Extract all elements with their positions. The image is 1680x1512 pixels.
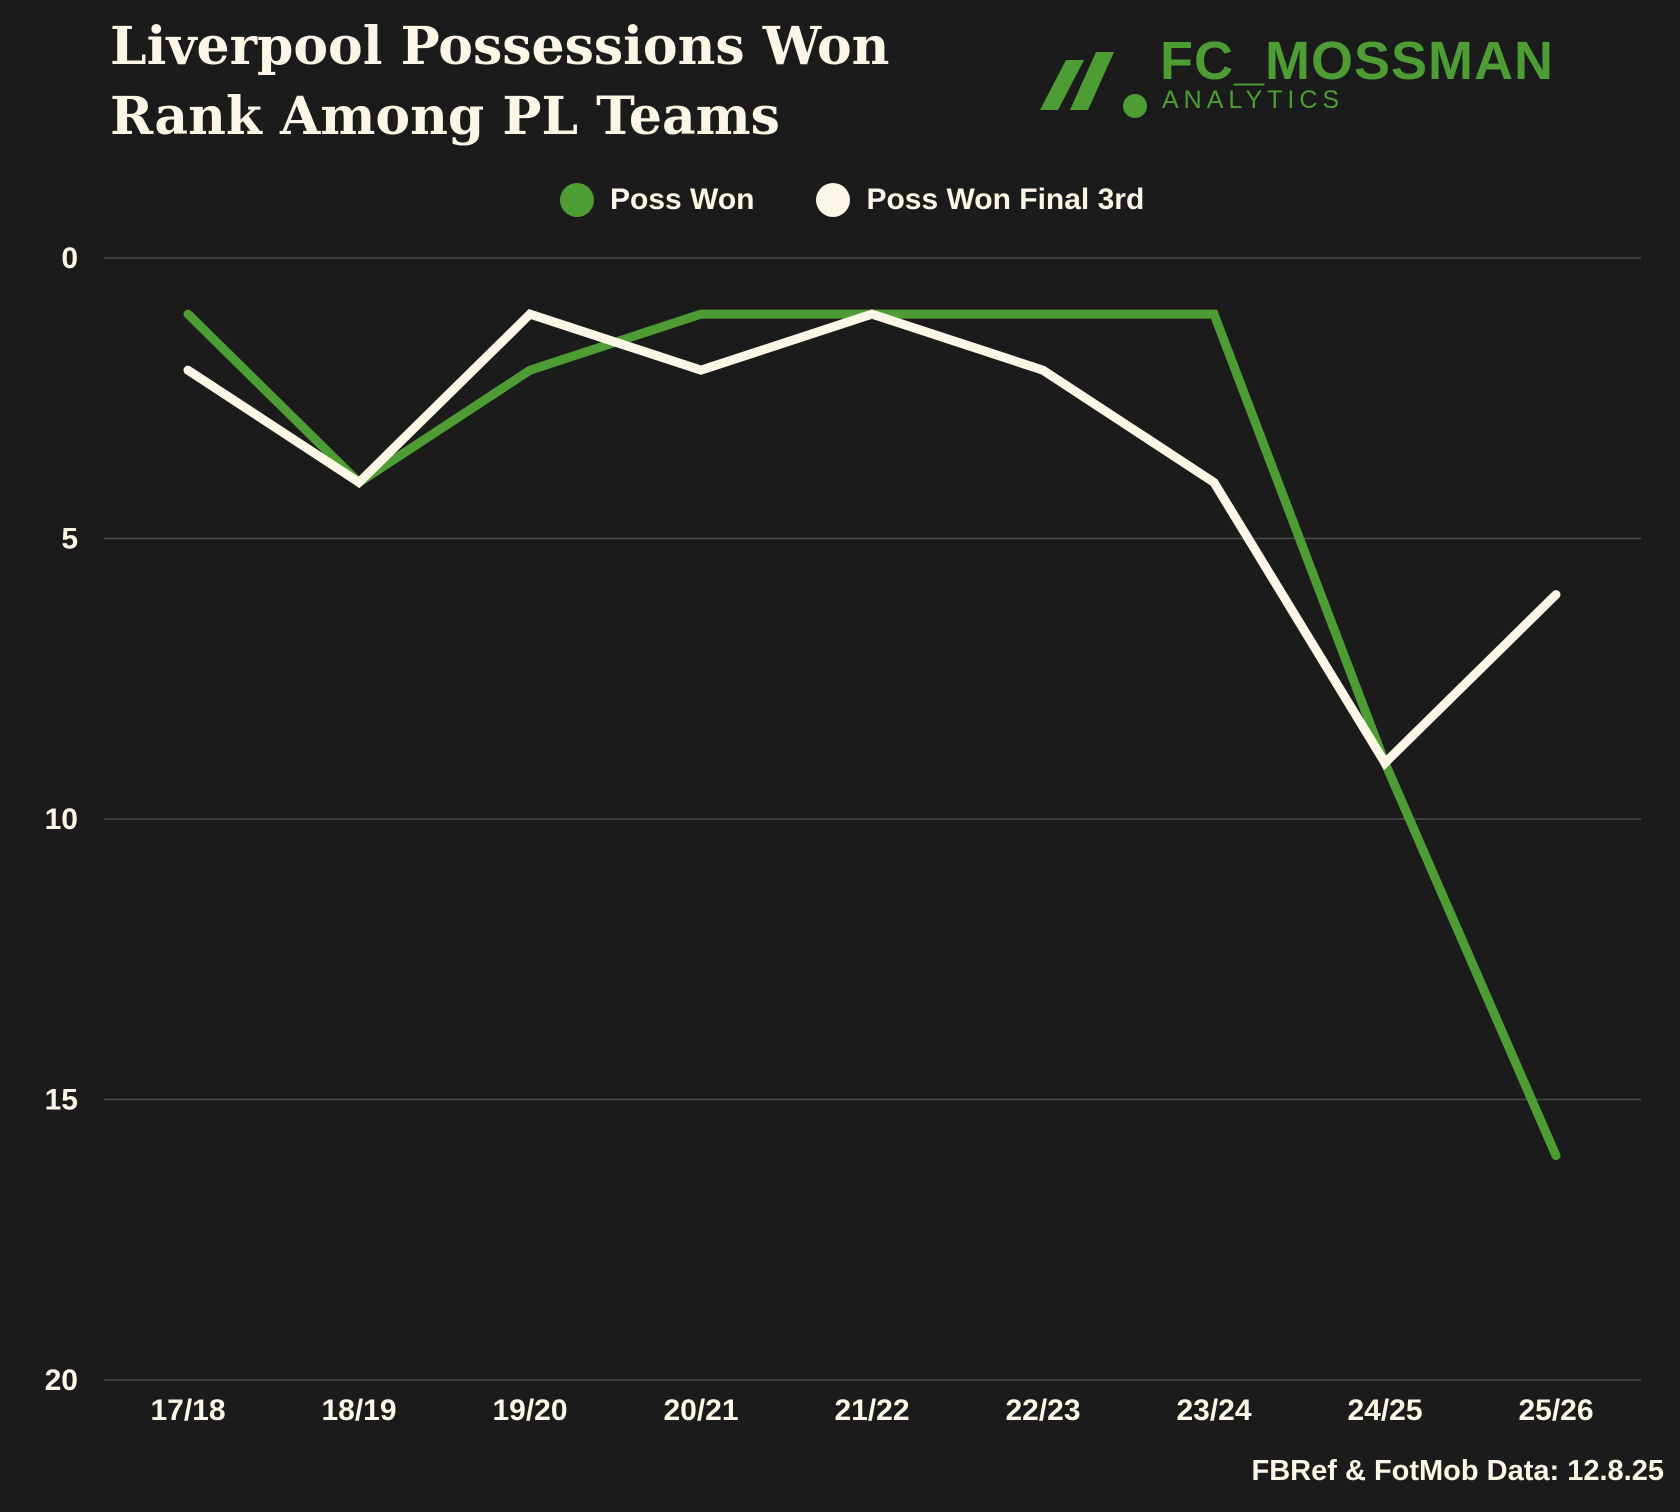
series-line-poss-won — [183, 309, 1561, 1161]
brand-subtitle: ANALYTICS — [1162, 86, 1345, 114]
x-tick-label-21-22: 21/22 — [834, 1394, 909, 1427]
x-tick-label-23-24: 23/24 — [1176, 1394, 1251, 1427]
legend-marker-poss-won-final-3rd — [816, 183, 851, 217]
y-tick-label-0: 0 — [61, 242, 78, 275]
x-tick-label-25-26: 25/26 — [1518, 1394, 1593, 1427]
x-tick-label-20-21: 20/21 — [663, 1394, 738, 1427]
x-tick-label-24-25: 24/25 — [1347, 1394, 1422, 1427]
y-tick-label-10: 10 — [45, 803, 78, 836]
chart-legend: Poss Won Poss Won Final 3rd — [560, 178, 1206, 222]
y-tick-label-20: 20 — [45, 1364, 78, 1397]
brand-name: FC_MOSSMAN — [1160, 31, 1555, 91]
brand-logo: FC_MOSSMAN ANALYTICS — [1040, 30, 1600, 120]
y-tick-label-15: 15 — [45, 1084, 78, 1117]
chart-title: Liverpool Possessions Won Rank Among PL … — [110, 12, 889, 152]
legend-item-poss-won-final-3rd: Poss Won Final 3rd — [816, 183, 1144, 217]
chart-title-line-1: Liverpool Possessions Won — [110, 16, 890, 77]
chart-title-line-2: Rank Among PL Teams — [110, 86, 780, 147]
y-tick-label-5: 5 — [61, 523, 78, 556]
brand-logo-icon — [1040, 52, 1147, 118]
legend-label-poss-won-final-3rd: Poss Won Final 3rd — [866, 183, 1145, 216]
legend-label-poss-won: Poss Won — [610, 183, 755, 216]
series-line-poss-won-final-3rd — [183, 308, 1561, 771]
legend-marker-poss-won — [560, 183, 594, 217]
x-tick-label-18-19: 18/19 — [321, 1394, 396, 1427]
source-note: FBRef & FotMob Data: 12.8.25 — [1251, 1455, 1665, 1487]
x-tick-label-17-18: 17/18 — [150, 1394, 225, 1427]
x-tick-label-19-20: 19/20 — [492, 1394, 567, 1427]
x-tick-label-22-23: 22/23 — [1005, 1394, 1080, 1427]
legend-item-poss-won: Poss Won — [560, 183, 754, 217]
